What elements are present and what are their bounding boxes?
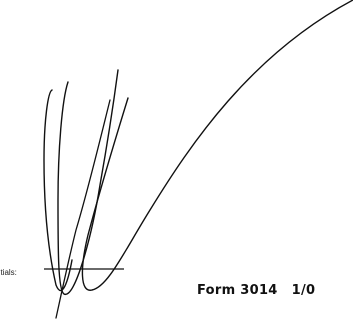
initials-label: Initials:	[0, 268, 17, 277]
signature-stroke-main	[81, 0, 353, 291]
signature-stroke-diagonal	[55, 99, 111, 319]
form-number: Form 3014 1/0	[197, 283, 315, 298]
signature-stroke-middle-loop	[57, 69, 119, 295]
form-revision: 1/0	[291, 283, 316, 298]
form-number-text: Form 3014	[197, 283, 278, 298]
